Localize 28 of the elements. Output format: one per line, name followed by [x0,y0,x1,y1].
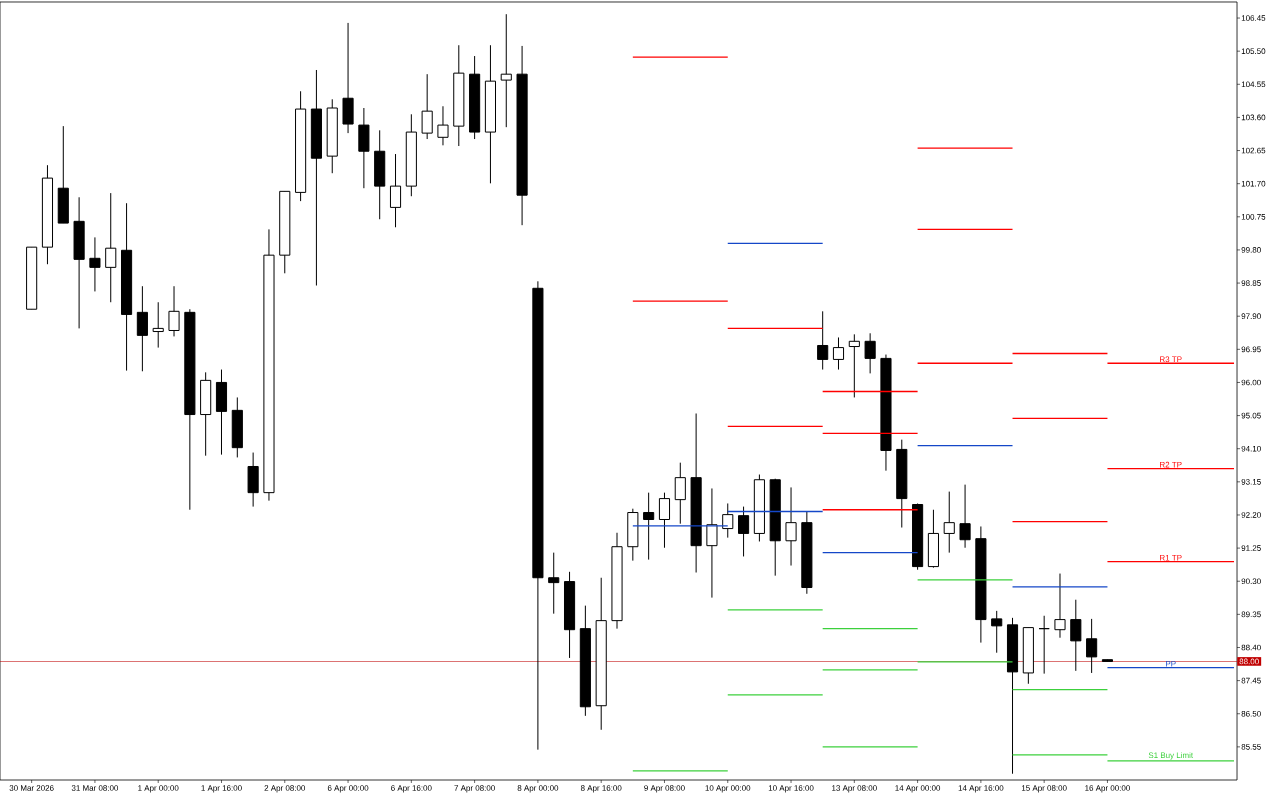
candlestick [389,153,402,228]
candlestick [1038,615,1050,675]
candlestick [959,484,971,549]
candlestick [785,486,797,567]
candlestick [89,236,101,292]
candlestick [168,285,180,337]
candlestick [848,333,860,398]
candlestick [722,502,734,539]
candlestick [674,462,686,525]
candlestick [548,552,560,615]
candlestick [152,301,164,349]
candlestick [943,491,955,554]
candlestick [1086,618,1098,674]
candlestick [817,310,829,371]
candlestick [864,332,876,374]
candlestick [421,73,433,140]
candlestick [658,492,671,549]
candlestick [1054,573,1066,639]
candlestick [706,487,718,599]
candlestick [105,192,117,303]
candlestick [832,336,845,371]
candlestick [437,105,449,146]
candlestick [738,506,750,557]
candlestick [500,13,512,128]
candlestick [1070,599,1082,672]
candlestick [991,610,1003,654]
candlestick [643,492,655,561]
candlestick [136,285,148,372]
